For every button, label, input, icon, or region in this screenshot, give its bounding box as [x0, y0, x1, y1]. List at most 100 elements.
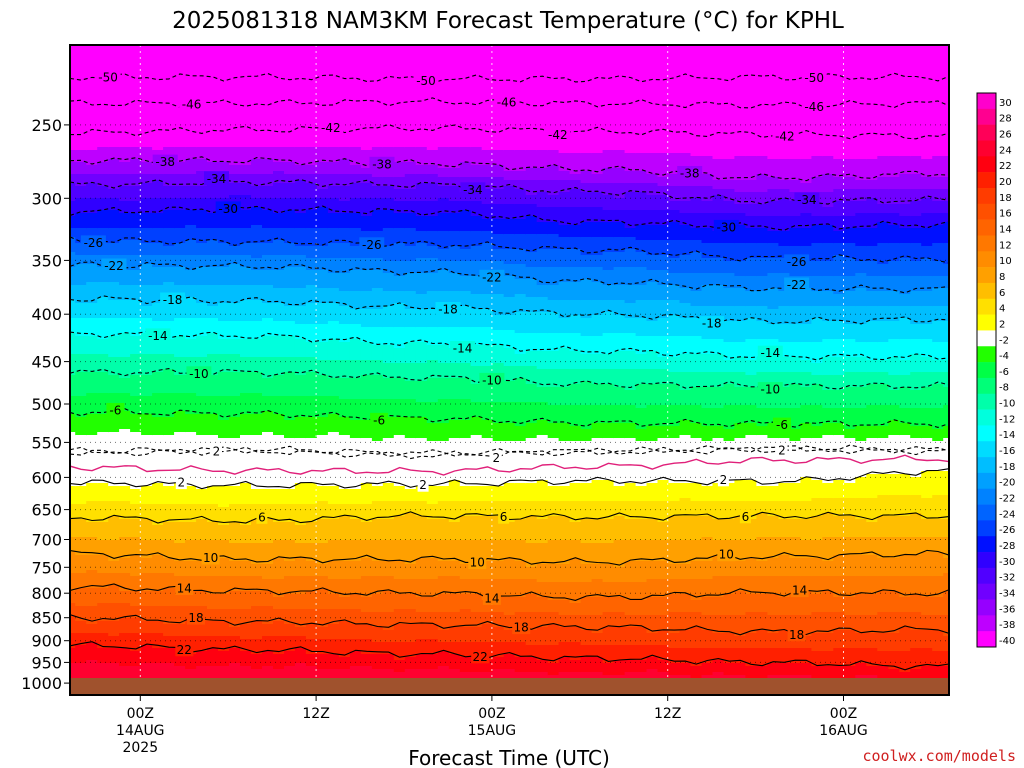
fill-cell — [141, 633, 153, 646]
fill-cell — [294, 180, 307, 199]
colorbar-swatch — [977, 504, 996, 521]
fill-cell — [800, 615, 812, 637]
fill-cell — [284, 576, 296, 595]
fill-cell — [97, 174, 109, 187]
fill-cell — [229, 207, 241, 229]
fill-cell — [415, 639, 428, 655]
fill-cell — [503, 423, 516, 442]
fill-cell — [338, 669, 351, 685]
fill-cell — [492, 345, 505, 364]
contour-label: -30 — [716, 220, 736, 234]
fill-cell — [305, 504, 318, 523]
fill-cell — [822, 207, 834, 217]
fill-cell — [591, 615, 604, 634]
fill-cell — [338, 657, 351, 670]
fill-cell — [404, 624, 417, 643]
fill-cell — [514, 204, 527, 220]
fill-cell — [811, 558, 823, 577]
fill-cell — [86, 624, 98, 634]
fill-cell — [800, 261, 812, 277]
fill-cell — [163, 417, 175, 436]
fill-cell — [844, 516, 856, 538]
fill-cell — [855, 288, 867, 307]
fill-cell — [426, 360, 439, 379]
fill-cell — [108, 561, 120, 574]
fill-cell — [613, 405, 626, 424]
fill-cell — [119, 333, 131, 358]
fill-cell — [196, 285, 208, 304]
fill-cell — [470, 501, 483, 517]
fill-cell — [163, 435, 175, 487]
fill-cell — [360, 438, 373, 484]
fill-cell — [536, 192, 549, 208]
fill-cell — [316, 162, 329, 175]
fill-cell — [558, 249, 571, 268]
fill-cell — [196, 636, 208, 652]
fill-cell — [877, 516, 889, 538]
fill-cell — [833, 423, 845, 436]
fill-cell — [558, 153, 571, 172]
fill-cell — [822, 561, 834, 577]
contour-label: -22 — [104, 259, 124, 273]
fill-cell — [251, 669, 263, 682]
y-tick-label: 800 — [31, 584, 62, 603]
fill-cell — [70, 300, 76, 319]
fill-cell — [536, 234, 549, 250]
fill-cell — [152, 483, 164, 505]
fill-cell — [855, 594, 867, 616]
fill-cell — [536, 420, 549, 436]
colorbar-swatch — [977, 520, 996, 537]
fill-cell — [657, 177, 670, 187]
fill-cell — [174, 504, 186, 523]
fill-cell — [613, 501, 626, 517]
y-tick-label: 950 — [31, 653, 62, 672]
fill-cell — [163, 504, 175, 523]
fill-cell — [349, 258, 362, 271]
fill-cell — [833, 321, 845, 340]
contour-label-bg — [772, 128, 798, 143]
fill-cell — [349, 183, 362, 199]
fill-cell — [481, 309, 494, 328]
fill-cell — [371, 441, 384, 487]
fill-cell — [723, 159, 736, 181]
fill-cell — [218, 621, 230, 637]
fill-cell — [393, 501, 406, 517]
fill-cell — [668, 438, 681, 484]
fill-cell — [141, 306, 153, 319]
fill-cell — [229, 285, 241, 304]
fill-cell — [207, 213, 219, 229]
fill-cell — [635, 540, 648, 562]
fill-cell — [382, 210, 395, 229]
fill-cell — [382, 147, 395, 166]
fill-cell — [437, 651, 450, 667]
fill-cell — [338, 516, 351, 541]
fill-cell — [240, 372, 252, 394]
fill-cell — [910, 45, 922, 157]
fill-cell — [602, 597, 615, 613]
fill-cell — [811, 306, 823, 319]
fill-cell — [141, 606, 153, 622]
fill-cell — [251, 285, 263, 301]
fill-cell — [273, 669, 285, 682]
fill-cell — [251, 591, 263, 607]
fill-cell — [668, 153, 681, 175]
fill-cell — [327, 504, 340, 520]
fill-cell — [196, 243, 208, 256]
fill-cell — [415, 417, 428, 439]
fill-cell — [514, 180, 527, 190]
fill-cell — [690, 291, 703, 307]
fill-cell — [778, 291, 790, 307]
colorbar-label: 2 — [999, 319, 1005, 330]
fill-cell — [679, 255, 692, 274]
fill-cell — [174, 648, 186, 667]
fill-cell — [415, 501, 428, 517]
credit-link[interactable]: coolwx.com/models — [862, 747, 1016, 765]
fill-cell — [393, 45, 406, 148]
fill-cell — [888, 306, 900, 322]
fill-cell — [327, 579, 340, 595]
fill-cell — [86, 606, 98, 625]
fill-cell — [679, 153, 692, 175]
fill-cell — [866, 228, 878, 247]
fill-cell — [382, 591, 395, 613]
fill-cell — [108, 603, 120, 622]
